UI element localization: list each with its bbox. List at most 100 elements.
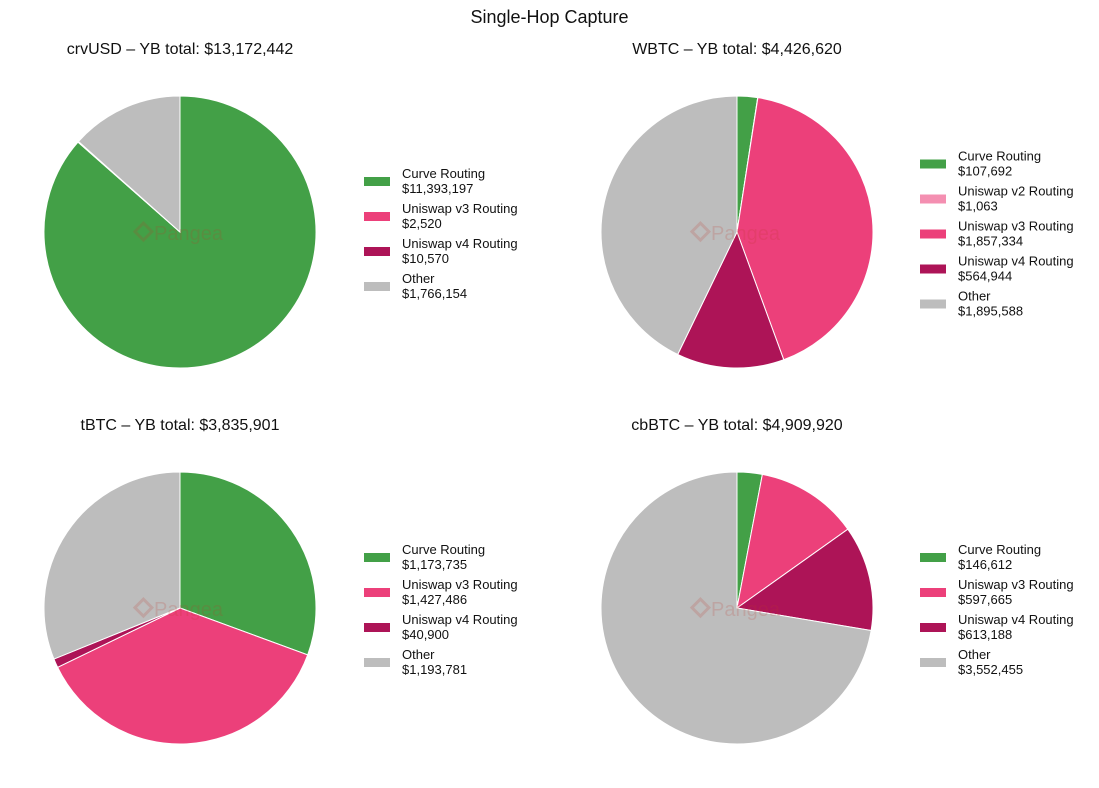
pie-slice-uniswap-v3-routing (736, 473, 849, 610)
pie-slice-uniswap-v3-routing (736, 97, 874, 361)
legend-item: Uniswap v3 Routing$597,665 (920, 577, 1074, 607)
legend-value: $1,173,735 (402, 557, 467, 572)
watermark: Pangea (689, 596, 781, 621)
legend-value: $3,552,455 (958, 662, 1023, 677)
legend-value: $1,895,588 (958, 304, 1023, 319)
legend-value: $146,612 (958, 557, 1012, 572)
legend-label: Curve Routing (958, 542, 1041, 557)
legend-value: $613,188 (958, 627, 1012, 642)
legend-label: Uniswap v4 Routing (402, 236, 518, 251)
legend-label: Other (402, 271, 435, 286)
legend-swatch (920, 658, 946, 667)
legend-swatch (920, 229, 946, 239)
pie-panel-0: crvUSD – YB total: $13,172,442 Pangea Curv… (43, 41, 518, 369)
legend-swatch (364, 658, 390, 667)
legend-item: Curve Routing$11,393,197 (364, 166, 485, 196)
legend-swatch (364, 212, 390, 221)
legend-value: $1,063 (958, 199, 998, 214)
watermark-logo-icon (689, 220, 712, 243)
legend-label: Uniswap v4 Routing (402, 612, 518, 627)
legend-value: $1,193,781 (402, 662, 467, 677)
pie-slice-uniswap-v4-routing (677, 230, 785, 369)
legend-label: Uniswap v3 Routing (402, 201, 518, 216)
legend-value: $11,393,197 (402, 181, 473, 196)
legend-swatch (364, 588, 390, 597)
legend-label: Other (958, 647, 991, 662)
watermark-logo-icon (132, 596, 155, 619)
legend-item: Curve Routing$1,173,735 (364, 542, 485, 572)
watermark-logo-icon (132, 220, 155, 243)
watermark-text: Pangea (154, 599, 224, 621)
legend-swatch (920, 194, 946, 204)
legend-label: Uniswap v3 Routing (402, 577, 518, 592)
legend-item: Uniswap v3 Routing$1,857,334 (920, 219, 1074, 249)
legend-swatch (364, 553, 390, 562)
watermark-text: Pangea (154, 223, 224, 245)
legend-swatch (364, 247, 390, 256)
legend-label: Other (402, 647, 435, 662)
legend-value: $2,520 (402, 216, 442, 231)
legend-label: Curve Routing (402, 542, 485, 557)
watermark: Pangea (132, 596, 224, 621)
pie-slice-uniswap-v4-routing (735, 528, 874, 632)
legend-label: Uniswap v2 Routing (958, 184, 1074, 199)
legend-item: Uniswap v4 Routing$40,900 (364, 612, 518, 642)
legend-swatch (920, 588, 946, 597)
legend-item: Uniswap v2 Routing$1,063 (920, 184, 1074, 214)
legend-value: $1,427,486 (402, 592, 467, 607)
pie-title: tBTC – YB total: $3,835,901 (81, 417, 280, 434)
legend-item: Uniswap v4 Routing$564,944 (920, 254, 1074, 284)
legend-label: Uniswap v3 Routing (958, 219, 1074, 234)
watermark-text: Pangea (711, 599, 781, 621)
legend-label: Curve Routing (958, 149, 1041, 164)
legend-swatch (920, 264, 946, 274)
legend-value: $10,570 (402, 251, 449, 266)
pie-panel-3: cbBTC – YB total: $4,909,920 Pangea Curve … (600, 417, 1074, 745)
legend-swatch (364, 282, 390, 291)
pie-title: cbBTC – YB total: $4,909,920 (631, 417, 843, 434)
pie-slice-curve-routing (179, 471, 317, 656)
pie-slice-uniswap-v3-routing (56, 607, 309, 745)
watermark: Pangea (689, 220, 781, 245)
legend-value: $564,944 (958, 269, 1012, 284)
pie-slice-other (600, 95, 738, 356)
legend-value: $597,665 (958, 592, 1012, 607)
legend-item: Other$1,766,154 (364, 271, 467, 301)
watermark: Pangea (132, 220, 224, 245)
pie-slice-other (600, 471, 872, 745)
legend-swatch (920, 623, 946, 632)
pie-slice-other (43, 471, 181, 660)
legend-swatch (920, 159, 946, 169)
figure-title: Single-Hop Capture (470, 7, 629, 27)
legend-item: Other$3,552,455 (920, 647, 1023, 677)
pie-slice-curve-routing (43, 95, 317, 369)
legend-item: Uniswap v4 Routing$613,188 (920, 612, 1074, 642)
pie-panel-1: WBTC – YB total: $4,426,620 Pangea Curve R… (600, 41, 1074, 369)
legend-item: Curve Routing$146,612 (920, 542, 1041, 572)
legend-swatch (364, 177, 390, 186)
legend-swatch (364, 623, 390, 632)
legend-value: $1,857,334 (958, 234, 1023, 249)
pie-title: WBTC – YB total: $4,426,620 (632, 41, 842, 58)
pie-panel-2: tBTC – YB total: $3,835,901 Pangea Curve R… (43, 417, 518, 745)
legend-item: Curve Routing$107,692 (920, 149, 1041, 179)
legend-label: Uniswap v3 Routing (958, 577, 1074, 592)
legend-label: Uniswap v4 Routing (958, 612, 1074, 627)
legend-swatch (920, 553, 946, 562)
legend-label: Other (958, 289, 991, 304)
legend-value: $40,900 (402, 627, 449, 642)
legend-label: Curve Routing (402, 166, 485, 181)
legend-value: $107,692 (958, 164, 1012, 179)
legend-swatch (920, 299, 946, 309)
legend-item: Other$1,193,781 (364, 647, 467, 677)
pie-slice-other (77, 95, 181, 234)
legend-value: $1,766,154 (402, 286, 467, 301)
legend-item: Uniswap v4 Routing$10,570 (364, 236, 518, 266)
legend-item: Uniswap v3 Routing$1,427,486 (364, 577, 518, 607)
legend-item: Uniswap v3 Routing$2,520 (364, 201, 518, 231)
watermark-logo-icon (689, 596, 712, 619)
watermark-text: Pangea (711, 223, 781, 245)
legend-item: Other$1,895,588 (920, 289, 1023, 319)
pie-title: crvUSD – YB total: $13,172,442 (67, 41, 294, 58)
